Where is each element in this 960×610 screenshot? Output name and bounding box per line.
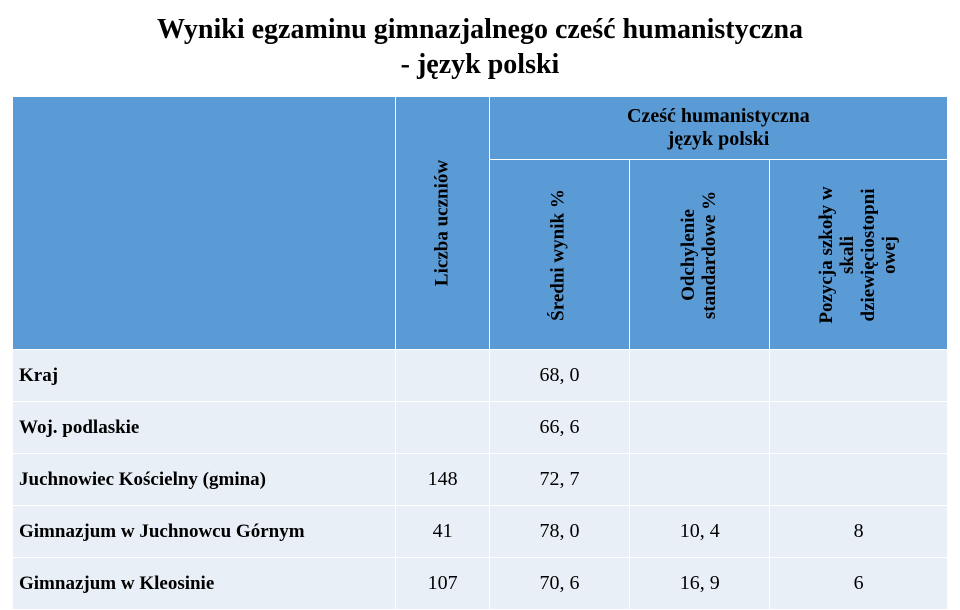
table-row: Gimnazjum w Juchnowcu Górnym 41 78, 0 10…: [13, 506, 948, 558]
pozycja-l4: owej: [879, 236, 900, 274]
row-label: Kraj: [13, 350, 396, 402]
cell-sredni: 78, 0: [489, 506, 629, 558]
table-row: Gimnazjum w Kleosinie 107 70, 6 16, 9 6: [13, 558, 948, 610]
title-line-2: - język polski: [401, 49, 560, 80]
odchylenie-l1: Odchylenie: [678, 209, 699, 301]
group-header-line1: Cześć humanistyczna: [627, 105, 810, 127]
header-row-1: Liczba uczniów Cześć humanistyczna język…: [13, 97, 948, 160]
header-empty: [13, 97, 396, 350]
cell-liczba: [396, 402, 490, 454]
title-line-1: Wyniki egzaminu gimnazjalnego cześć huma…: [157, 14, 803, 45]
col-header-odchylenie: Odchylenie standardowe %: [630, 160, 770, 350]
row-label: Woj. podlaskie: [13, 402, 396, 454]
group-header-line2: język polski: [668, 128, 770, 150]
row-label: Gimnazjum w Kleosinie: [13, 558, 396, 610]
table-row: Woj. podlaskie 66, 6: [13, 402, 948, 454]
cell-odch: 16, 9: [630, 558, 770, 610]
col-header-sredni-label: Średni wynik %: [549, 189, 570, 321]
cell-odch: 10, 4: [630, 506, 770, 558]
col-header-odchylenie-label: Odchylenie standardowe %: [679, 165, 721, 345]
cell-poz: [770, 402, 948, 454]
pozycja-l3: dziewięciostopni: [858, 188, 879, 321]
row-label: Gimnazjum w Juchnowcu Górnym: [13, 506, 396, 558]
row-label: Juchnowiec Kościelny (gmina): [13, 454, 396, 506]
odchylenie-l2: standardowe %: [699, 190, 720, 318]
col-header-sredni: Średni wynik %: [489, 160, 629, 350]
cell-odch: [630, 350, 770, 402]
cell-poz: [770, 454, 948, 506]
col-header-liczba: Liczba uczniów: [396, 97, 490, 350]
cell-sredni: 70, 6: [489, 558, 629, 610]
cell-liczba: 41: [396, 506, 490, 558]
cell-poz: 6: [770, 558, 948, 610]
cell-liczba: 148: [396, 454, 490, 506]
col-header-liczba-label: Liczba uczniów: [432, 160, 453, 286]
cell-odch: [630, 454, 770, 506]
pozycja-l1: Pozycja szkoły w: [816, 186, 837, 323]
cell-poz: 8: [770, 506, 948, 558]
table-row: Kraj 68, 0: [13, 350, 948, 402]
cell-liczba: [396, 350, 490, 402]
page-title: Wyniki egzaminu gimnazjalnego cześć huma…: [12, 12, 948, 82]
cell-sredni: 72, 7: [489, 454, 629, 506]
pozycja-l2: skali: [837, 235, 858, 273]
col-header-pozycja-label: Pozycja szkoły w skali dziewięciostopni …: [817, 165, 901, 345]
cell-sredni: 68, 0: [489, 350, 629, 402]
cell-poz: [770, 350, 948, 402]
page: Wyniki egzaminu gimnazjalnego cześć huma…: [0, 0, 960, 540]
cell-sredni: 66, 6: [489, 402, 629, 454]
cell-odch: [630, 402, 770, 454]
group-header: Cześć humanistyczna język polski: [489, 97, 947, 160]
col-header-pozycja: Pozycja szkoły w skali dziewięciostopni …: [770, 160, 948, 350]
cell-liczba: 107: [396, 558, 490, 610]
table-row: Juchnowiec Kościelny (gmina) 148 72, 7: [13, 454, 948, 506]
results-table: Liczba uczniów Cześć humanistyczna język…: [12, 96, 948, 610]
